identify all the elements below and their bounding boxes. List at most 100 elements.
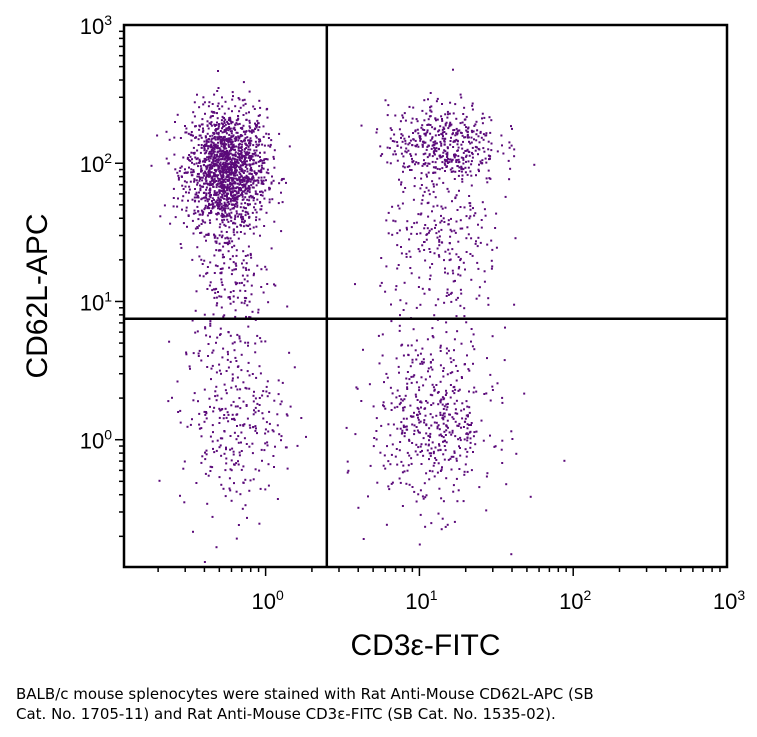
data-point xyxy=(442,375,445,378)
data-point xyxy=(215,124,218,126)
data-point xyxy=(255,149,258,152)
data-point xyxy=(401,429,404,432)
data-point xyxy=(222,176,225,179)
data-point xyxy=(448,123,451,126)
data-point xyxy=(215,186,218,189)
data-point xyxy=(258,126,261,129)
data-point xyxy=(210,211,213,214)
data-point xyxy=(430,452,432,455)
data-point xyxy=(450,300,453,303)
data-point xyxy=(207,158,210,161)
data-point xyxy=(240,224,242,227)
data-point xyxy=(192,169,195,172)
data-point xyxy=(237,463,240,466)
data-point xyxy=(447,349,450,352)
data-point xyxy=(471,131,474,134)
data-point xyxy=(443,158,446,161)
data-point xyxy=(243,284,246,287)
data-point xyxy=(245,297,248,300)
data-point xyxy=(477,236,480,239)
data-point xyxy=(437,130,440,133)
data-point xyxy=(460,342,463,345)
data-point xyxy=(406,220,409,223)
data-point xyxy=(354,433,357,436)
data-point xyxy=(215,155,218,158)
data-point xyxy=(502,152,505,155)
data-point xyxy=(262,159,265,162)
data-point xyxy=(217,158,220,161)
data-point xyxy=(216,175,219,178)
data-point xyxy=(417,407,420,410)
data-point xyxy=(239,388,242,391)
data-point xyxy=(261,394,264,397)
data-point xyxy=(257,138,260,141)
data-point xyxy=(227,175,230,178)
data-point xyxy=(408,165,411,168)
data-point xyxy=(442,418,445,421)
data-point xyxy=(425,494,428,497)
data-point xyxy=(446,406,449,409)
data-point xyxy=(438,444,441,447)
data-point xyxy=(393,150,396,153)
data-point xyxy=(471,151,473,154)
data-point xyxy=(218,201,221,204)
data-point xyxy=(209,281,212,284)
data-point xyxy=(215,249,218,252)
data-point xyxy=(396,405,399,408)
data-point xyxy=(423,292,426,295)
data-point xyxy=(238,158,241,161)
data-point xyxy=(219,327,222,330)
data-point xyxy=(255,173,258,176)
data-point xyxy=(250,256,253,259)
data-point xyxy=(247,185,250,188)
data-point xyxy=(469,253,472,255)
data-point xyxy=(159,215,162,218)
data-point xyxy=(382,464,385,467)
data-point xyxy=(213,153,216,156)
data-point xyxy=(465,237,468,240)
data-point xyxy=(386,161,389,164)
data-point xyxy=(423,159,425,162)
data-point xyxy=(424,152,427,155)
data-point xyxy=(404,187,407,189)
data-point xyxy=(221,256,224,259)
data-point xyxy=(227,122,229,125)
data-point xyxy=(229,216,232,219)
data-point xyxy=(246,136,249,139)
data-point xyxy=(239,127,242,130)
data-point xyxy=(446,419,449,422)
data-point xyxy=(228,177,231,180)
data-point xyxy=(197,218,200,221)
data-point xyxy=(483,150,486,153)
data-point xyxy=(232,228,235,231)
data-point xyxy=(433,462,436,464)
data-point xyxy=(211,161,214,164)
data-point xyxy=(194,125,196,128)
data-point xyxy=(250,166,253,169)
data-point xyxy=(220,119,223,122)
data-point xyxy=(220,180,223,183)
data-point xyxy=(221,175,224,178)
data-point xyxy=(433,388,436,391)
data-point xyxy=(177,411,180,413)
data-point xyxy=(223,452,226,455)
data-point xyxy=(234,214,237,217)
data-point xyxy=(449,143,452,146)
data-point xyxy=(219,173,222,176)
data-point xyxy=(387,104,390,107)
data-point xyxy=(443,137,446,140)
data-point xyxy=(233,341,236,344)
data-point xyxy=(237,117,240,120)
data-point xyxy=(473,431,476,434)
data-point xyxy=(185,127,188,130)
data-point xyxy=(436,247,439,250)
data-point xyxy=(211,364,214,367)
data-point xyxy=(442,217,445,220)
data-point xyxy=(273,149,276,152)
data-point xyxy=(179,243,182,245)
data-point xyxy=(254,406,257,409)
data-point xyxy=(354,283,356,286)
data-point xyxy=(207,152,210,155)
data-point xyxy=(216,199,219,202)
data-point xyxy=(210,194,212,196)
